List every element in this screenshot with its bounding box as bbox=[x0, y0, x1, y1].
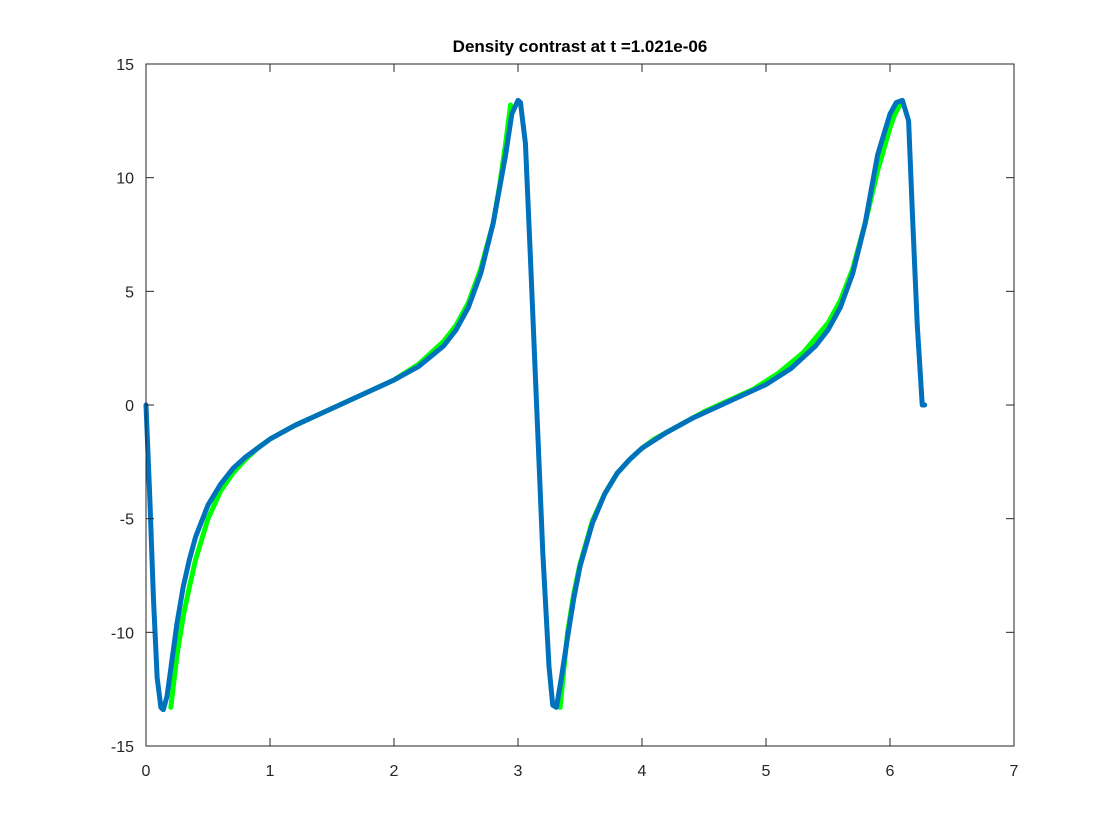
axes-background bbox=[146, 64, 1014, 746]
x-tick-label: 1 bbox=[266, 763, 275, 780]
y-tick-label: -5 bbox=[120, 512, 134, 529]
series-line-2 bbox=[143, 97, 928, 713]
x-tick-label: 6 bbox=[886, 763, 895, 780]
plot-area bbox=[146, 64, 1014, 746]
x-tick-label: 2 bbox=[390, 763, 399, 780]
y-tick-label: -10 bbox=[111, 625, 134, 642]
y-tick-label: 15 bbox=[116, 57, 134, 74]
x-tick-label: 0 bbox=[142, 763, 151, 780]
y-tick-label: 0 bbox=[125, 398, 134, 415]
chart-title: Density contrast at t =1.021e-06 bbox=[453, 37, 708, 56]
x-tick-label: 3 bbox=[514, 763, 523, 780]
y-tick-label: -15 bbox=[111, 739, 134, 756]
x-tick-label: 7 bbox=[1010, 763, 1019, 780]
y-tick-label: 5 bbox=[125, 284, 134, 301]
x-tick-label: 4 bbox=[638, 763, 647, 780]
y-tick-label: 10 bbox=[116, 171, 134, 188]
x-tick-label: 5 bbox=[762, 763, 771, 780]
series-group bbox=[143, 97, 928, 713]
ticks-group: 0 1 2 3 4 5 6 7 -15 -10 -5 0 5 10 15 bbox=[111, 57, 1019, 780]
